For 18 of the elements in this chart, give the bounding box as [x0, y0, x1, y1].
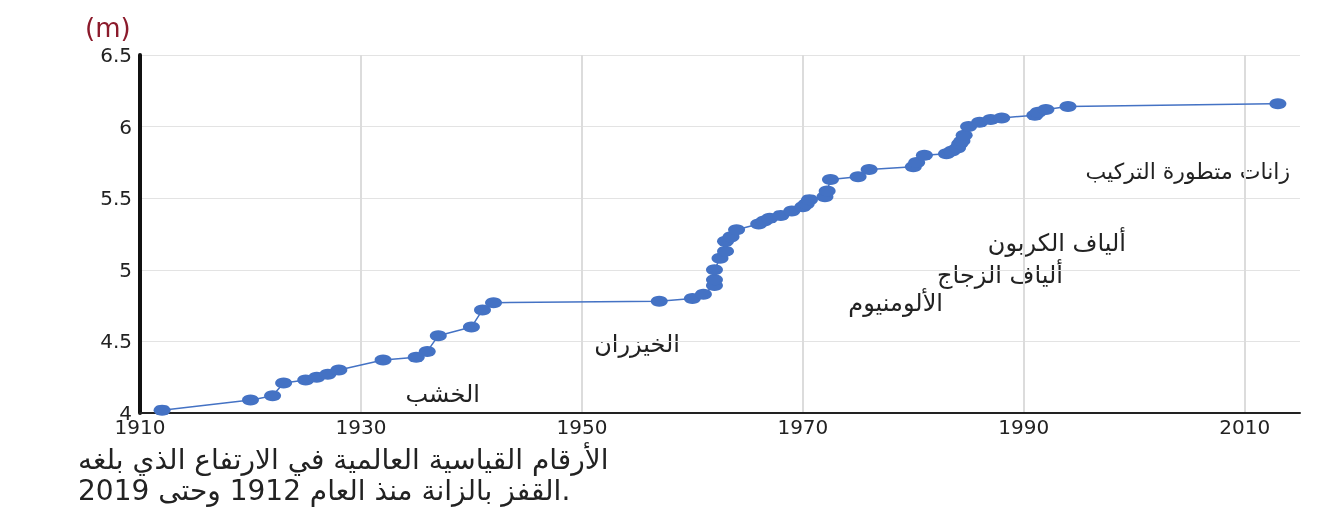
y-tick-label: 5.5	[100, 186, 132, 211]
x-tick-label: 1950	[556, 415, 608, 439]
y-axis-title: (m)	[85, 13, 131, 43]
x-tick-label: 1930	[335, 415, 387, 439]
annotation: الخشب	[405, 380, 480, 408]
y-tick-label: 5	[119, 257, 132, 282]
text: الأرقام القياسية العالمية في الارتفاع الذي بلغه القفز بالزانة منذ العام 1912 وحتى 2019.	[78, 441, 618, 507]
y-tick-label: 6	[119, 114, 132, 139]
annotation: زانات متطورة التركيب	[1085, 158, 1291, 184]
annotation: الألومنيوم	[848, 288, 944, 317]
y-tick-label: 4.5	[100, 329, 132, 354]
x-tick-label: 1970	[777, 415, 829, 439]
y-tick-label: 6.5	[100, 43, 132, 67]
annotation: الخيزران	[594, 330, 680, 358]
x-tick-label: 1990	[998, 415, 1050, 439]
annotation: ألياف الكربون	[987, 227, 1127, 257]
x-tick-label: 2010	[1219, 415, 1271, 439]
annotation: ألياف الزجاج	[937, 259, 1063, 289]
